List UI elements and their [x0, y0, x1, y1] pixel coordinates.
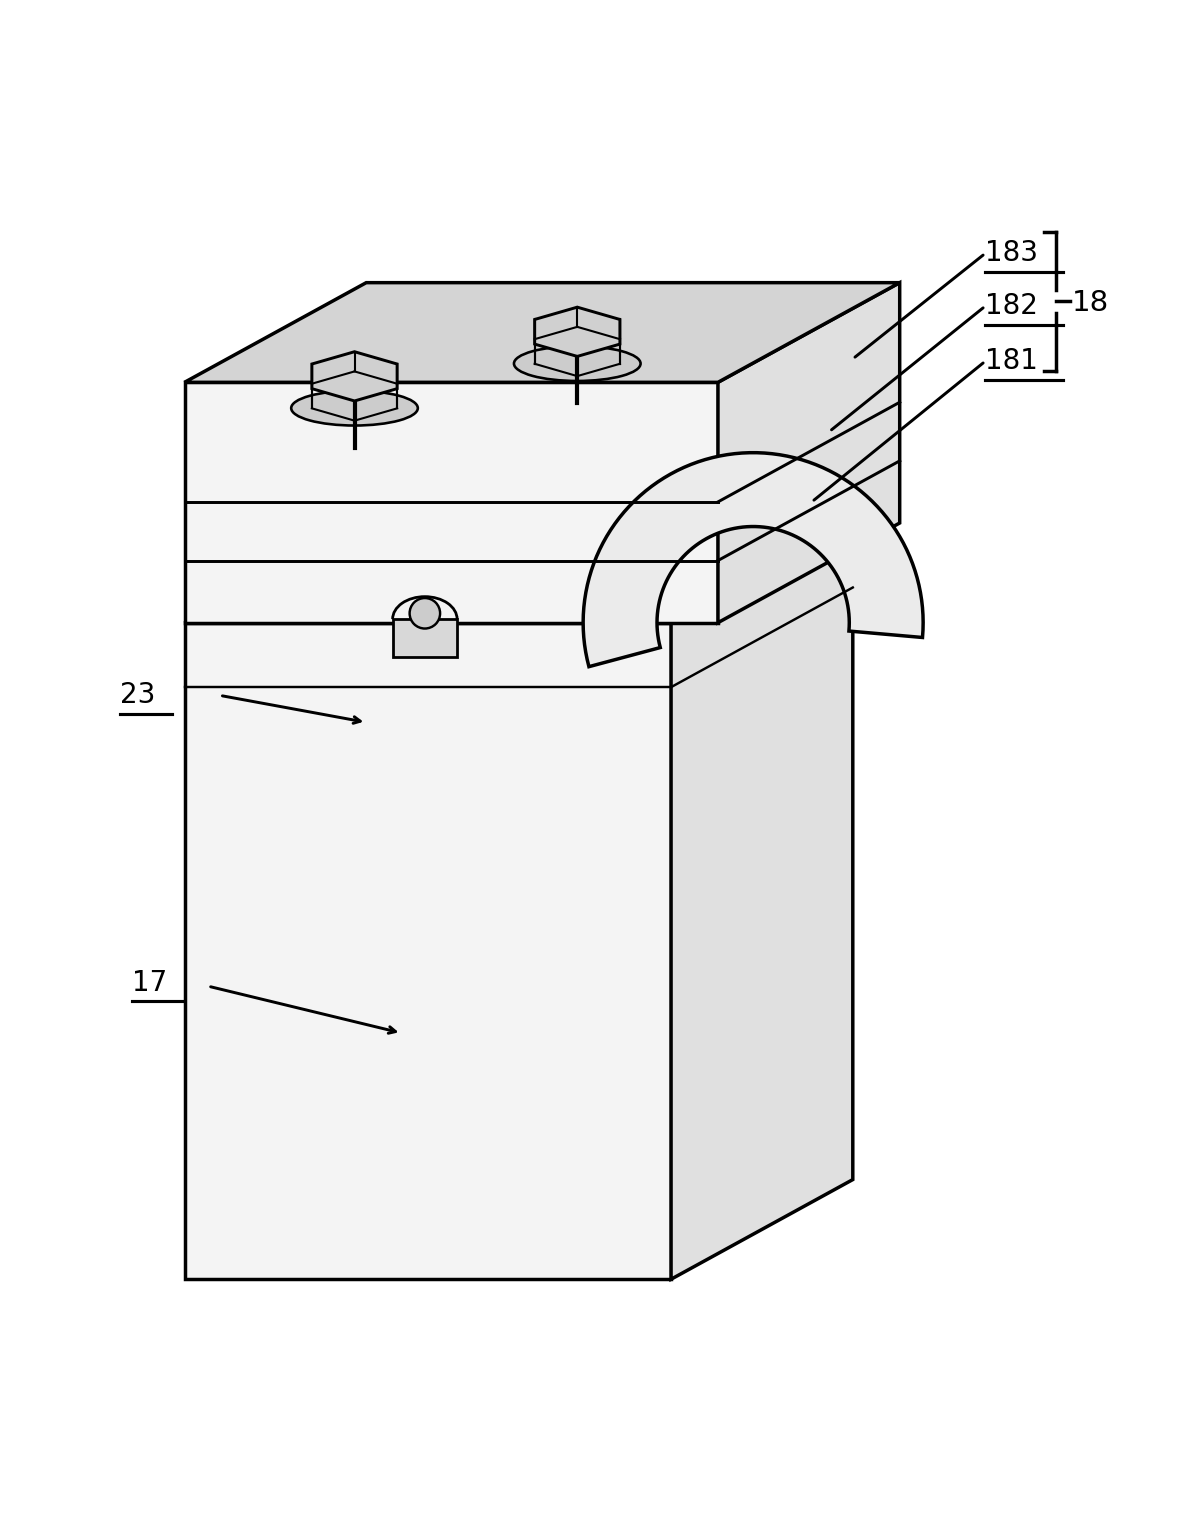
Circle shape	[410, 598, 441, 629]
Text: 17: 17	[132, 968, 167, 997]
Polygon shape	[312, 351, 397, 401]
Polygon shape	[583, 453, 924, 667]
Polygon shape	[717, 283, 900, 623]
Polygon shape	[185, 523, 853, 623]
Text: 183: 183	[985, 239, 1038, 267]
Polygon shape	[185, 382, 717, 623]
Polygon shape	[535, 308, 620, 356]
Polygon shape	[185, 283, 900, 382]
Polygon shape	[185, 623, 671, 1279]
Polygon shape	[392, 620, 457, 656]
Polygon shape	[671, 523, 853, 1279]
Text: 18: 18	[1072, 288, 1110, 317]
Text: 181: 181	[985, 347, 1038, 376]
Ellipse shape	[514, 345, 641, 380]
Text: 23: 23	[120, 682, 155, 709]
Ellipse shape	[291, 391, 418, 426]
Text: 182: 182	[985, 292, 1038, 320]
